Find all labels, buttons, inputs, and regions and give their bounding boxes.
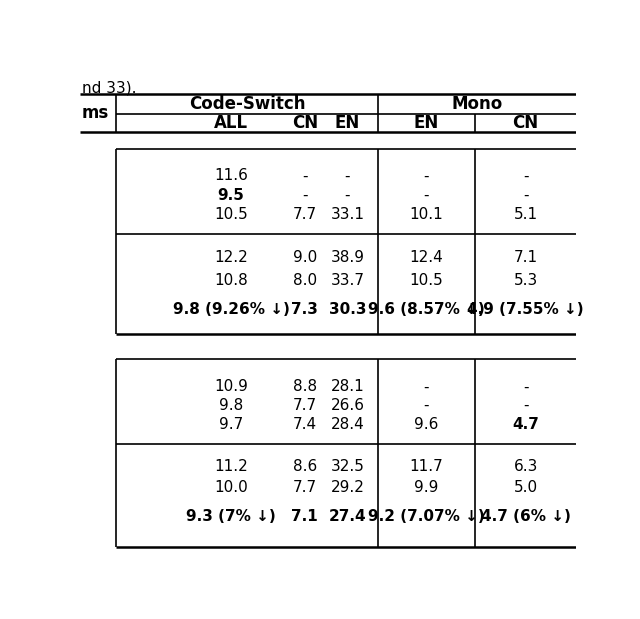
Text: 33.7: 33.7: [330, 273, 364, 288]
Text: 5.3: 5.3: [513, 273, 538, 288]
Text: 7.4: 7.4: [292, 417, 317, 432]
Text: 7.3: 7.3: [291, 303, 318, 318]
Text: 10.0: 10.0: [214, 480, 248, 495]
Text: 7.7: 7.7: [292, 480, 317, 495]
Text: 4.7 (6% ↓): 4.7 (6% ↓): [481, 509, 571, 524]
Text: 8.0: 8.0: [292, 273, 317, 288]
Text: 28.1: 28.1: [330, 379, 364, 394]
Text: 11.6: 11.6: [214, 168, 248, 183]
Text: -: -: [523, 379, 529, 394]
Text: 8.8: 8.8: [292, 379, 317, 394]
Text: 9.6 (8.57% ↓): 9.6 (8.57% ↓): [368, 303, 485, 318]
Text: CN: CN: [292, 114, 318, 132]
Text: 12.2: 12.2: [214, 250, 248, 265]
Text: 8.6: 8.6: [292, 459, 317, 475]
Text: 33.1: 33.1: [330, 207, 364, 222]
Text: 10.1: 10.1: [410, 207, 444, 222]
Text: 9.5: 9.5: [218, 188, 244, 202]
Text: Mono: Mono: [452, 95, 503, 113]
Text: -: -: [424, 188, 429, 202]
Text: 30.3: 30.3: [328, 303, 366, 318]
Text: 10.5: 10.5: [214, 207, 248, 222]
Text: 28.4: 28.4: [330, 417, 364, 432]
Text: 9.8: 9.8: [219, 398, 243, 413]
Text: -: -: [523, 188, 529, 202]
Text: EN: EN: [414, 114, 439, 132]
Text: 10.8: 10.8: [214, 273, 248, 288]
Text: 10.9: 10.9: [214, 379, 248, 394]
Text: 38.9: 38.9: [330, 250, 364, 265]
Text: 7.7: 7.7: [292, 207, 317, 222]
Text: 9.0: 9.0: [292, 250, 317, 265]
Text: 11.7: 11.7: [410, 459, 444, 475]
Text: 9.2 (7.07% ↓): 9.2 (7.07% ↓): [368, 509, 485, 524]
Text: -: -: [523, 398, 529, 413]
Text: -: -: [424, 398, 429, 413]
Text: 7.1: 7.1: [291, 509, 318, 524]
Text: -: -: [302, 188, 307, 202]
Text: 5.0: 5.0: [513, 480, 538, 495]
Text: -: -: [344, 188, 350, 202]
Text: -: -: [424, 168, 429, 183]
Text: 6.3: 6.3: [513, 459, 538, 475]
Text: 9.3 (7% ↓): 9.3 (7% ↓): [186, 509, 276, 524]
Text: nd 33).: nd 33).: [83, 80, 137, 95]
Text: 12.4: 12.4: [410, 250, 444, 265]
Text: 26.6: 26.6: [330, 398, 364, 413]
Text: 5.1: 5.1: [513, 207, 538, 222]
Text: 11.2: 11.2: [214, 459, 248, 475]
Text: EN: EN: [335, 114, 360, 132]
Text: -: -: [523, 168, 529, 183]
Text: 10.5: 10.5: [410, 273, 444, 288]
Text: 27.4: 27.4: [328, 509, 366, 524]
Text: -: -: [424, 379, 429, 394]
Text: 4.7: 4.7: [512, 417, 539, 432]
Text: 9.7: 9.7: [219, 417, 243, 432]
Text: Code-Switch: Code-Switch: [189, 95, 305, 113]
Text: -: -: [302, 168, 307, 183]
Text: CN: CN: [513, 114, 539, 132]
Text: 32.5: 32.5: [330, 459, 364, 475]
Text: 9.8 (9.26% ↓): 9.8 (9.26% ↓): [173, 303, 289, 318]
Text: 4.9 (7.55% ↓): 4.9 (7.55% ↓): [467, 303, 584, 318]
Text: -: -: [344, 168, 350, 183]
Text: ms: ms: [81, 104, 109, 122]
Text: 9.9: 9.9: [414, 480, 438, 495]
Text: ALL: ALL: [214, 114, 248, 132]
Text: 7.7: 7.7: [292, 398, 317, 413]
Text: 7.1: 7.1: [513, 250, 538, 265]
Text: 9.6: 9.6: [414, 417, 438, 432]
Text: 29.2: 29.2: [330, 480, 364, 495]
